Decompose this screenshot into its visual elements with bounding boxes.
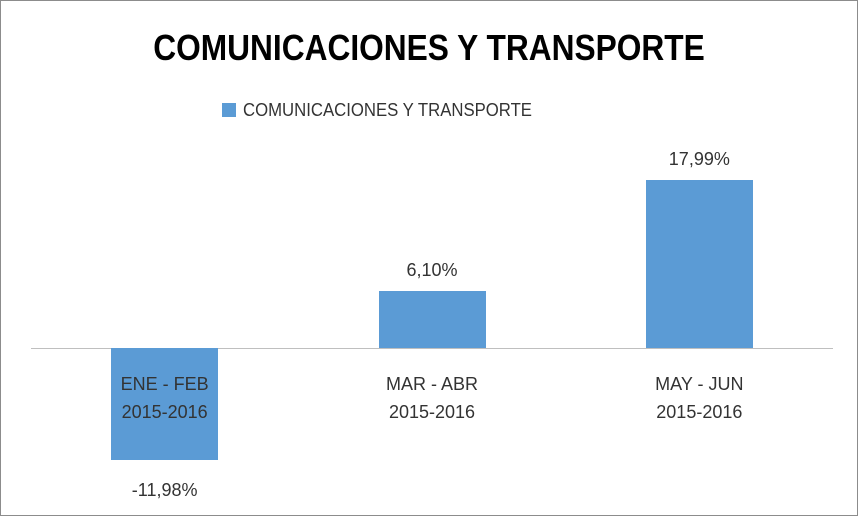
bar: [378, 290, 486, 348]
legend-label: COMUNICACIONES Y TRANSPORTE: [243, 100, 532, 120]
data-label: -11,98%: [131, 480, 198, 500]
data-label: 17,99%: [668, 148, 730, 169]
legend-swatch: [222, 103, 236, 117]
x-tick-label: MAR - ABR 2015-2016: [385, 374, 478, 422]
bar: [111, 348, 219, 460]
bar: [645, 179, 753, 348]
x-tick-label: MAY - JUN 2015-2016: [655, 374, 744, 422]
chart-title: COMUNICACIONES Y TRANSPORTE: [153, 27, 705, 68]
axis-line: [31, 348, 833, 349]
x-tick-label: ENE - FEB 2015-2016: [120, 374, 209, 422]
data-label: 6,10%: [406, 259, 458, 280]
